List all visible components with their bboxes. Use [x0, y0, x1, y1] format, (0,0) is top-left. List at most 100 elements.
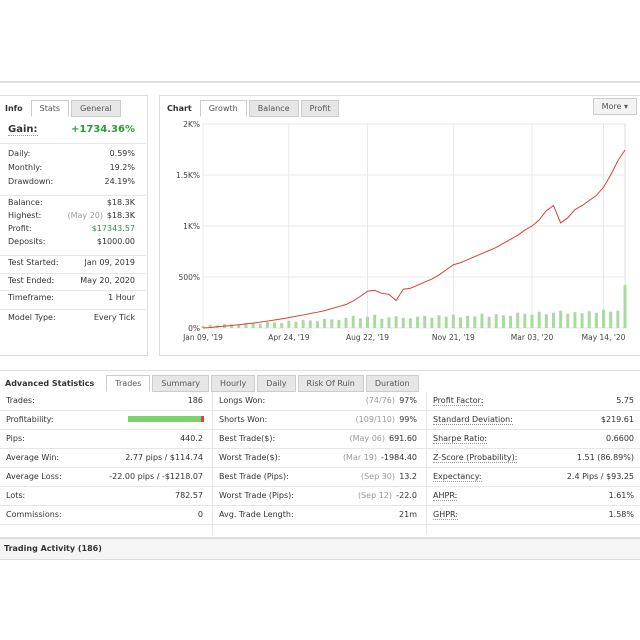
info-label: Test Started:	[8, 258, 59, 267]
bar	[315, 321, 319, 328]
stat-value: -22.0	[396, 491, 417, 500]
stat-label: Pips:	[6, 434, 25, 443]
stat-value: -22.00 pips / -$1218.07	[109, 472, 203, 481]
stat-label: Longs Won:	[219, 396, 266, 405]
info-note: (May 20)	[67, 211, 103, 220]
line	[202, 149, 626, 329]
x-tick-label: Apr 24, '19	[268, 333, 310, 342]
bar	[301, 319, 305, 328]
tab[interactable]: Daily	[257, 375, 296, 392]
bar	[280, 322, 284, 328]
col-divider	[426, 392, 427, 535]
bar	[509, 315, 513, 328]
info-label: Balance:	[8, 198, 43, 207]
row-divider	[0, 505, 640, 506]
col-divider	[212, 392, 213, 535]
info-value: 19.2%	[109, 163, 135, 172]
profitability-loss	[201, 416, 204, 422]
stat-note: (Sep 30)	[360, 472, 395, 481]
info-label: Deposits:	[8, 237, 46, 246]
bar	[244, 322, 248, 328]
tab[interactable]: Hourly	[211, 375, 256, 392]
stat-label: Lots:	[6, 491, 26, 500]
bar	[609, 311, 613, 328]
row-divider	[0, 524, 640, 525]
stat-value: $219.61	[600, 415, 634, 424]
x-tick-label: Jan 09, '19	[182, 333, 223, 342]
stat-value: 21m	[399, 510, 417, 519]
stat-value: 5.75	[616, 396, 634, 405]
stats-tabs: Advanced Statistics Trades Summary Hourly Da…	[5, 375, 421, 392]
info-value: May 20, 2020	[80, 276, 135, 285]
bar	[594, 312, 598, 328]
info-label: Monthly:	[8, 163, 43, 172]
bar	[373, 314, 377, 328]
info-label: Drawdown:	[8, 177, 54, 186]
activity-bar[interactable]: Trading Activity (186)	[0, 538, 640, 560]
bar	[566, 313, 570, 328]
x-tick-label: Aug 22, '19	[346, 333, 389, 342]
tab[interactable]: Trades	[106, 375, 151, 392]
bar	[237, 324, 241, 328]
profitability-bar	[128, 416, 201, 422]
info-label: Model Type:	[8, 313, 56, 322]
tab[interactable]: Summary	[152, 375, 210, 392]
stat-value: 1.51 (86.89%)	[576, 453, 634, 462]
bar	[408, 318, 412, 328]
stat-value: 782.57	[175, 491, 203, 500]
more-label[interactable]: More	[601, 102, 622, 111]
row-divider	[0, 486, 640, 487]
tab[interactable]: Duration	[365, 375, 419, 392]
stat-label: Best Trade($):	[219, 434, 276, 443]
bar	[551, 312, 555, 328]
bar	[430, 317, 434, 328]
stat-label: Best Trade (Pips):	[219, 472, 289, 481]
bar	[501, 315, 505, 328]
tab[interactable]: Profit	[300, 100, 340, 117]
info-label: Daily:	[8, 149, 31, 158]
stat-label: Trades:	[6, 396, 35, 405]
tab[interactable]: General	[71, 100, 121, 117]
divider	[0, 195, 146, 196]
bar	[523, 313, 527, 328]
stat-label: AHPR:	[433, 491, 458, 501]
info-value: $18.3K	[106, 211, 135, 220]
bar	[451, 314, 455, 328]
growth-chart: 0% 500% 1K% 1.5K% 2K% Jan 09, '19 Apr 24, '19 A…	[176, 120, 627, 342]
stat-label: Worst Trade($):	[219, 453, 281, 462]
bar	[401, 317, 405, 328]
row-divider	[0, 467, 640, 468]
y-tick-label: 1.5K%	[176, 171, 200, 180]
stat-label: Profitability:	[6, 415, 54, 424]
tab[interactable]: Risk Of Ruin	[297, 375, 364, 392]
activity-title[interactable]: Trading Activity (186)	[4, 544, 102, 553]
stat-label: Sharpe Ratio:	[433, 434, 488, 444]
stat-value: 99%	[399, 415, 417, 424]
bar	[580, 313, 584, 328]
gain-label: Gain:	[8, 124, 38, 136]
stat-value: 440.2	[180, 434, 203, 443]
bar	[458, 317, 462, 328]
tab[interactable]: Growth	[199, 100, 247, 117]
bar	[337, 319, 341, 328]
stat-label: Z-Score (Probability):	[433, 453, 518, 463]
bar	[437, 315, 441, 328]
bar	[387, 317, 391, 328]
bar	[423, 315, 427, 328]
tab[interactable]: Balance	[248, 100, 299, 117]
tab[interactable]: Stats	[30, 100, 70, 117]
section-title: Chart	[167, 104, 192, 113]
bar	[516, 312, 520, 328]
bar	[537, 311, 541, 328]
more-button[interactable]: More ▾	[592, 98, 637, 115]
bar	[258, 323, 262, 328]
bar	[394, 316, 398, 328]
stat-note: (74/76)	[365, 396, 395, 405]
bar	[294, 321, 298, 328]
info-label: Highest:	[8, 211, 42, 220]
info-label: Test Ended:	[8, 276, 55, 285]
stat-label: Commissions:	[6, 510, 62, 519]
stat-label: Avg. Trade Length:	[219, 510, 294, 519]
bar	[544, 314, 548, 328]
stat-value: 0	[197, 510, 203, 519]
